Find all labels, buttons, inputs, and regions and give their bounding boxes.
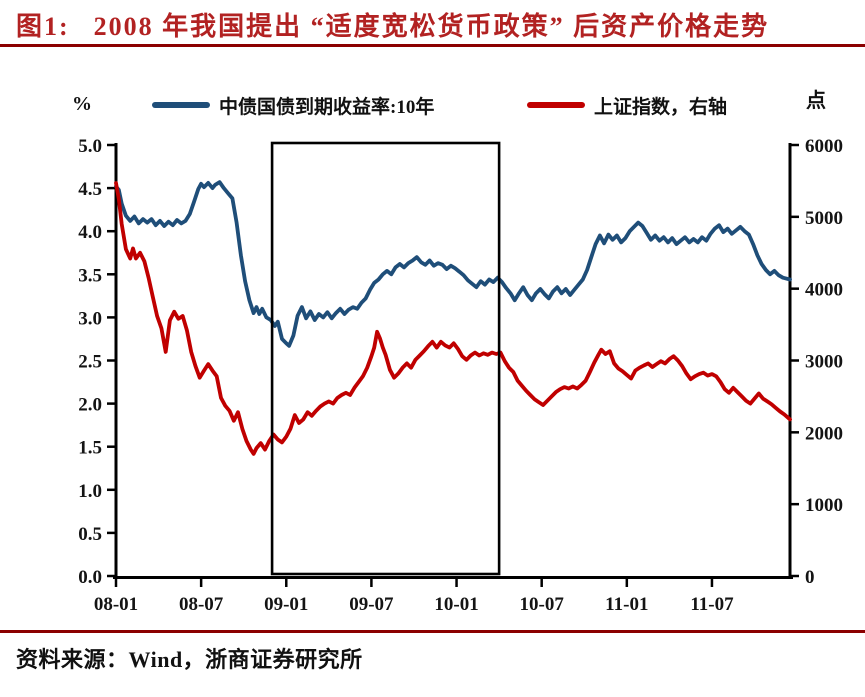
figure-number-label: 图1:	[16, 12, 70, 41]
right-axis-unit: 点	[806, 90, 826, 112]
x-axis-tick-label: 08-01	[94, 594, 138, 615]
legend-item-bond-yield: 中债国债到期收益率:10年	[152, 92, 434, 118]
legend-label-sse-index: 上证指数，右轴	[594, 96, 728, 118]
data-source-note: 资料来源：Wind，浙商证券研究所	[16, 647, 363, 672]
index-line-swatch	[527, 102, 585, 108]
legend-item-sse-index: 上证指数，右轴	[527, 92, 727, 118]
left-axis-tick-label: 1.5	[78, 438, 102, 459]
right-axis-tick-label: 1000	[805, 495, 843, 516]
figure-title: 2008 年我国提出 “适度宽松货币政策” 后资产价格走势	[93, 12, 770, 41]
right-axis-tick-label: 3000	[805, 352, 843, 373]
bond-line-swatch	[152, 102, 210, 108]
left-axis-tick-label: 5.0	[78, 136, 102, 157]
left-axis-tick-label: 2.0	[78, 395, 102, 416]
right-axis-tick-label: 0	[805, 567, 815, 588]
footer-rule	[0, 630, 865, 633]
left-axis-tick-label: 1.0	[78, 481, 102, 502]
right-axis-tick-label: 6000	[805, 136, 843, 157]
left-axis-tick-label: 0.5	[78, 524, 102, 545]
x-axis-tick-label: 10-07	[520, 594, 565, 615]
x-axis-tick-label: 09-07	[349, 594, 394, 615]
right-axis-tick-label: 4000	[805, 280, 843, 301]
left-axis-unit: %	[72, 93, 92, 115]
x-axis-tick-label: 09-01	[264, 594, 308, 615]
left-axis-tick-label: 4.0	[78, 222, 102, 243]
left-axis-tick-label: 0.0	[78, 567, 102, 588]
figure-title-row: 图1: 2008 年我国提出 “适度宽松货币政策” 后资产价格走势	[16, 6, 769, 43]
x-axis-tick-label: 08-07	[179, 594, 224, 615]
right-axis-tick-label: 5000	[805, 208, 843, 229]
left-axis-tick-label: 2.5	[78, 352, 102, 373]
title-rule	[0, 44, 865, 47]
left-axis-tick-label: 3.5	[78, 265, 102, 286]
left-axis-tick-label: 4.5	[78, 179, 102, 200]
right-axis-tick-label: 2000	[805, 423, 843, 444]
bond-yield-line	[114, 180, 792, 348]
x-axis-tick-label: 11-07	[690, 594, 734, 615]
left-axis-tick-label: 3.0	[78, 308, 102, 329]
legend-label-bond-yield: 中债国债到期收益率:10年	[219, 96, 435, 118]
x-axis-tick-label: 11-01	[605, 594, 648, 615]
x-axis-tick-label: 10-01	[434, 594, 478, 615]
sse-index-line	[114, 181, 792, 456]
policy-period-box	[270, 141, 501, 576]
